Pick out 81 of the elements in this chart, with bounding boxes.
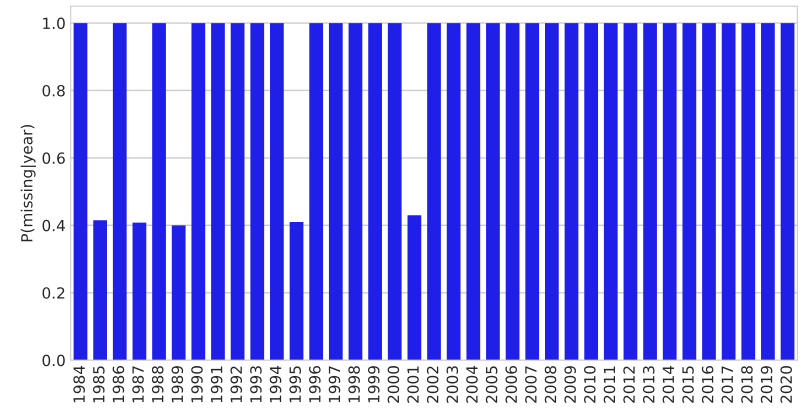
bar xyxy=(270,23,284,360)
x-tick-label: 2008 xyxy=(544,366,556,403)
y-axis-title: P(missing|year) xyxy=(20,124,36,242)
bar xyxy=(506,23,520,360)
x-tick-label: 1992 xyxy=(230,366,242,402)
x-tick-label: 1991 xyxy=(210,366,222,402)
bar xyxy=(112,23,127,360)
bar xyxy=(290,222,304,360)
y-tick-label: 0.4 xyxy=(42,220,65,232)
x-tick-label: 2010 xyxy=(584,366,596,403)
bar xyxy=(328,23,343,360)
x-tick-label: 1996 xyxy=(309,366,321,402)
bar xyxy=(230,23,244,360)
x-tick-label: 1987 xyxy=(132,366,144,402)
x-tick-label: 2014 xyxy=(662,366,674,403)
x-tick-label: 2015 xyxy=(682,366,694,403)
bar xyxy=(584,23,598,360)
bar xyxy=(682,23,696,360)
x-tick-label: 2013 xyxy=(642,366,655,403)
bar xyxy=(662,23,677,360)
x-tick-label: 1988 xyxy=(152,366,164,402)
bar xyxy=(152,23,166,360)
y-tick-label: 0.8 xyxy=(42,84,65,97)
bar xyxy=(132,222,146,360)
x-tick-label: 2017 xyxy=(722,366,734,403)
x-tick-label: 1994 xyxy=(270,366,282,402)
x-tick-label: 2004 xyxy=(466,366,478,403)
x-tick-label: 2000 xyxy=(388,366,400,403)
x-tick-label: 1997 xyxy=(328,366,340,402)
bar xyxy=(780,23,794,360)
bar xyxy=(525,23,540,360)
x-tick-label: 2002 xyxy=(426,366,438,403)
y-tick-label: 0.0 xyxy=(42,354,65,366)
bar xyxy=(544,23,559,360)
bar xyxy=(309,23,324,360)
bar xyxy=(446,23,461,360)
x-tick-label: 2018 xyxy=(741,366,753,403)
x-tick-label: 1999 xyxy=(368,366,380,402)
bar xyxy=(604,23,618,360)
x-tick-label: 2001 xyxy=(407,366,419,403)
x-tick-label: 1995 xyxy=(289,366,301,402)
x-tick-label: 1993 xyxy=(250,366,262,402)
x-tick-label: 2005 xyxy=(486,366,498,403)
bar xyxy=(486,23,500,360)
x-tick-label: 1985 xyxy=(93,366,105,402)
x-tick-label: 1986 xyxy=(112,366,124,402)
bar xyxy=(93,220,107,360)
x-tick-label: 2011 xyxy=(604,366,616,403)
x-tick-label: 2019 xyxy=(760,366,772,403)
bar xyxy=(564,23,578,360)
bar xyxy=(761,23,775,360)
bar xyxy=(427,23,441,360)
x-tick-label: 2020 xyxy=(780,366,792,403)
x-tick-label: 1990 xyxy=(191,366,203,402)
bar xyxy=(191,23,206,360)
bar xyxy=(74,23,88,360)
x-tick-label: 1984 xyxy=(73,366,85,402)
x-tick-label: 1998 xyxy=(348,366,360,402)
bar xyxy=(250,23,264,360)
bar xyxy=(348,23,362,360)
x-tick-label: 2006 xyxy=(505,366,518,403)
bar xyxy=(368,23,382,360)
bar xyxy=(643,23,657,360)
y-tick-label: 0.6 xyxy=(42,152,65,164)
bar xyxy=(172,225,186,360)
bar xyxy=(741,23,756,360)
y-tick-label: 1.0 xyxy=(43,18,65,30)
bar xyxy=(388,23,402,360)
x-tick-label: 2009 xyxy=(564,366,576,403)
x-tick-label: 2012 xyxy=(623,366,635,403)
bar xyxy=(466,23,480,360)
bar xyxy=(702,23,716,360)
x-tick-label: 2007 xyxy=(525,366,537,403)
y-tick-label: 0.2 xyxy=(42,287,64,299)
x-tick-label: 1989 xyxy=(172,366,184,402)
bar xyxy=(624,23,638,360)
x-tick-label: 2003 xyxy=(446,366,458,403)
bar xyxy=(722,23,736,360)
x-tick-label: 2016 xyxy=(702,366,714,403)
bar xyxy=(211,23,225,360)
bar xyxy=(408,215,422,360)
